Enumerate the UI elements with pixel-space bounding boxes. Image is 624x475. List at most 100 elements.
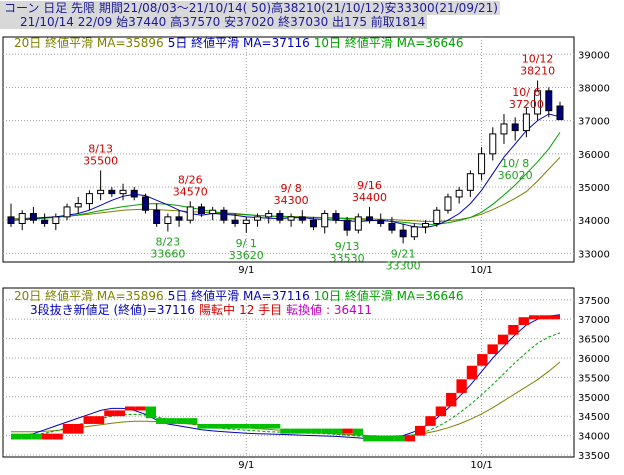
candle-body [197,206,205,215]
legend-ma10: 10日 終値平滑 MA=36646 [313,36,464,50]
top-legend: 20日 終値平滑 MA=35896 5日 終値平滑 MA=37116 10日 終値平… [14,36,467,50]
candle-body [321,213,329,228]
renko-close-label: 3段抜き新値足 (終値)=37116 [30,303,196,317]
candle-body [354,216,362,231]
ma20-line-b [11,361,561,437]
renko-brick-up [528,315,540,320]
candle-body [310,219,318,228]
renko-brick-down [166,418,177,424]
candle-body [366,216,374,221]
renko-brick-up [73,423,84,434]
candle-body [511,123,519,132]
x-tick-label: 9/1 [238,265,254,276]
candle-body [175,216,183,221]
high-value-label: 35500 [83,154,118,167]
candle-body [41,219,49,225]
candle-body [534,90,542,115]
renko-brick-down [373,435,384,442]
renko-brick-up [549,315,560,320]
legend-ma5-b: 5日 終値平滑 MA=37116 [167,289,310,303]
candle-body [422,223,430,228]
high-date-label: 8/13 [88,142,113,155]
candle-body [18,213,26,225]
low-date-label: 9/13 [335,240,360,253]
y-tick-label: 35500 [578,373,610,384]
renko-brick-up [114,410,125,417]
low-value-label: 36020 [498,169,533,182]
renko-brick-down [321,428,333,434]
y-tick-label: 38000 [578,83,610,94]
candle-body [231,219,239,225]
renko-brick-down [280,428,291,434]
renko-brick-up [456,379,467,393]
y-tick-label: 33500 [578,451,610,462]
y-tick-label: 37000 [578,117,610,128]
candle-body [186,206,194,221]
renko-brick-down [207,423,219,429]
candle-body [85,193,93,205]
candle-body [556,105,564,121]
renko-brick-down [383,435,395,442]
candle-body [433,209,441,225]
ma5-line [10,113,561,229]
high-value-label: 37200 [509,98,544,111]
candle-body [444,196,452,211]
renko-brick-up [83,416,94,424]
candle-body [466,173,474,191]
legend-ma5: 5日 終値平滑 MA=37116 [167,36,310,50]
renko-brick-up [508,324,519,335]
renko-brick-up [62,423,74,434]
high-date-label: 8/26 [178,173,203,186]
renko-brick-up [52,433,63,440]
low-value-label: 33530 [330,252,365,265]
renko-brick-down [31,433,43,440]
candle-body [287,216,295,221]
candle-body [410,226,418,238]
renko-brick-down [156,418,167,424]
y-tick-label: 36000 [578,354,610,365]
renko-brick-up [466,365,478,380]
y-tick-label: 36000 [578,150,610,161]
renko-brick-up [104,410,115,417]
candle-body [97,189,105,195]
y-tick-label: 34500 [578,412,610,423]
renko-brick-down [238,423,250,429]
candle-body [242,219,250,225]
candle-body [276,213,284,221]
legend-ma20: 20日 終値平滑 MA=35896 [14,36,164,50]
renko-brick-down [311,428,322,434]
high-date-label: 9/ 8 [281,182,302,195]
candle-body [455,189,463,198]
candle-body [377,219,385,225]
renko-brick-up [404,435,415,442]
renko-brick-down [228,423,239,429]
y-tick-label: 34000 [578,216,610,227]
y-tick-label: 39000 [578,50,610,61]
candle-body [478,153,486,175]
renko-brick-up [124,406,136,411]
candle-body [209,209,217,215]
renko-brick-down [363,435,374,442]
renko-brick-down [301,428,312,434]
low-value-label: 33300 [386,259,421,272]
x-tick-label: 10/1 [470,460,492,471]
renko-brick-down [145,406,157,419]
high-value-label: 34570 [173,185,208,198]
plot-frame-1 [2,287,575,458]
renko-brick-up [342,428,353,434]
renko-brick-up [135,406,146,411]
high-value-label: 38210 [520,64,555,77]
high-value-label: 34300 [274,194,309,207]
low-date-label: 9/ 1 [236,237,257,250]
low-date-label: 9/21 [391,247,416,260]
renko-brick-up [539,315,550,320]
candle-body [52,216,60,224]
candle-body [220,209,228,221]
renko-brick-down [290,428,302,434]
candle-body [130,189,138,198]
renko-brick-down [11,433,22,440]
header-ohlc: 21/10/14 22/09 始37440 高37570 安37020 終370… [0,15,428,29]
renko-brick-down [269,423,281,429]
high-date-label: 10/12 [522,52,554,65]
